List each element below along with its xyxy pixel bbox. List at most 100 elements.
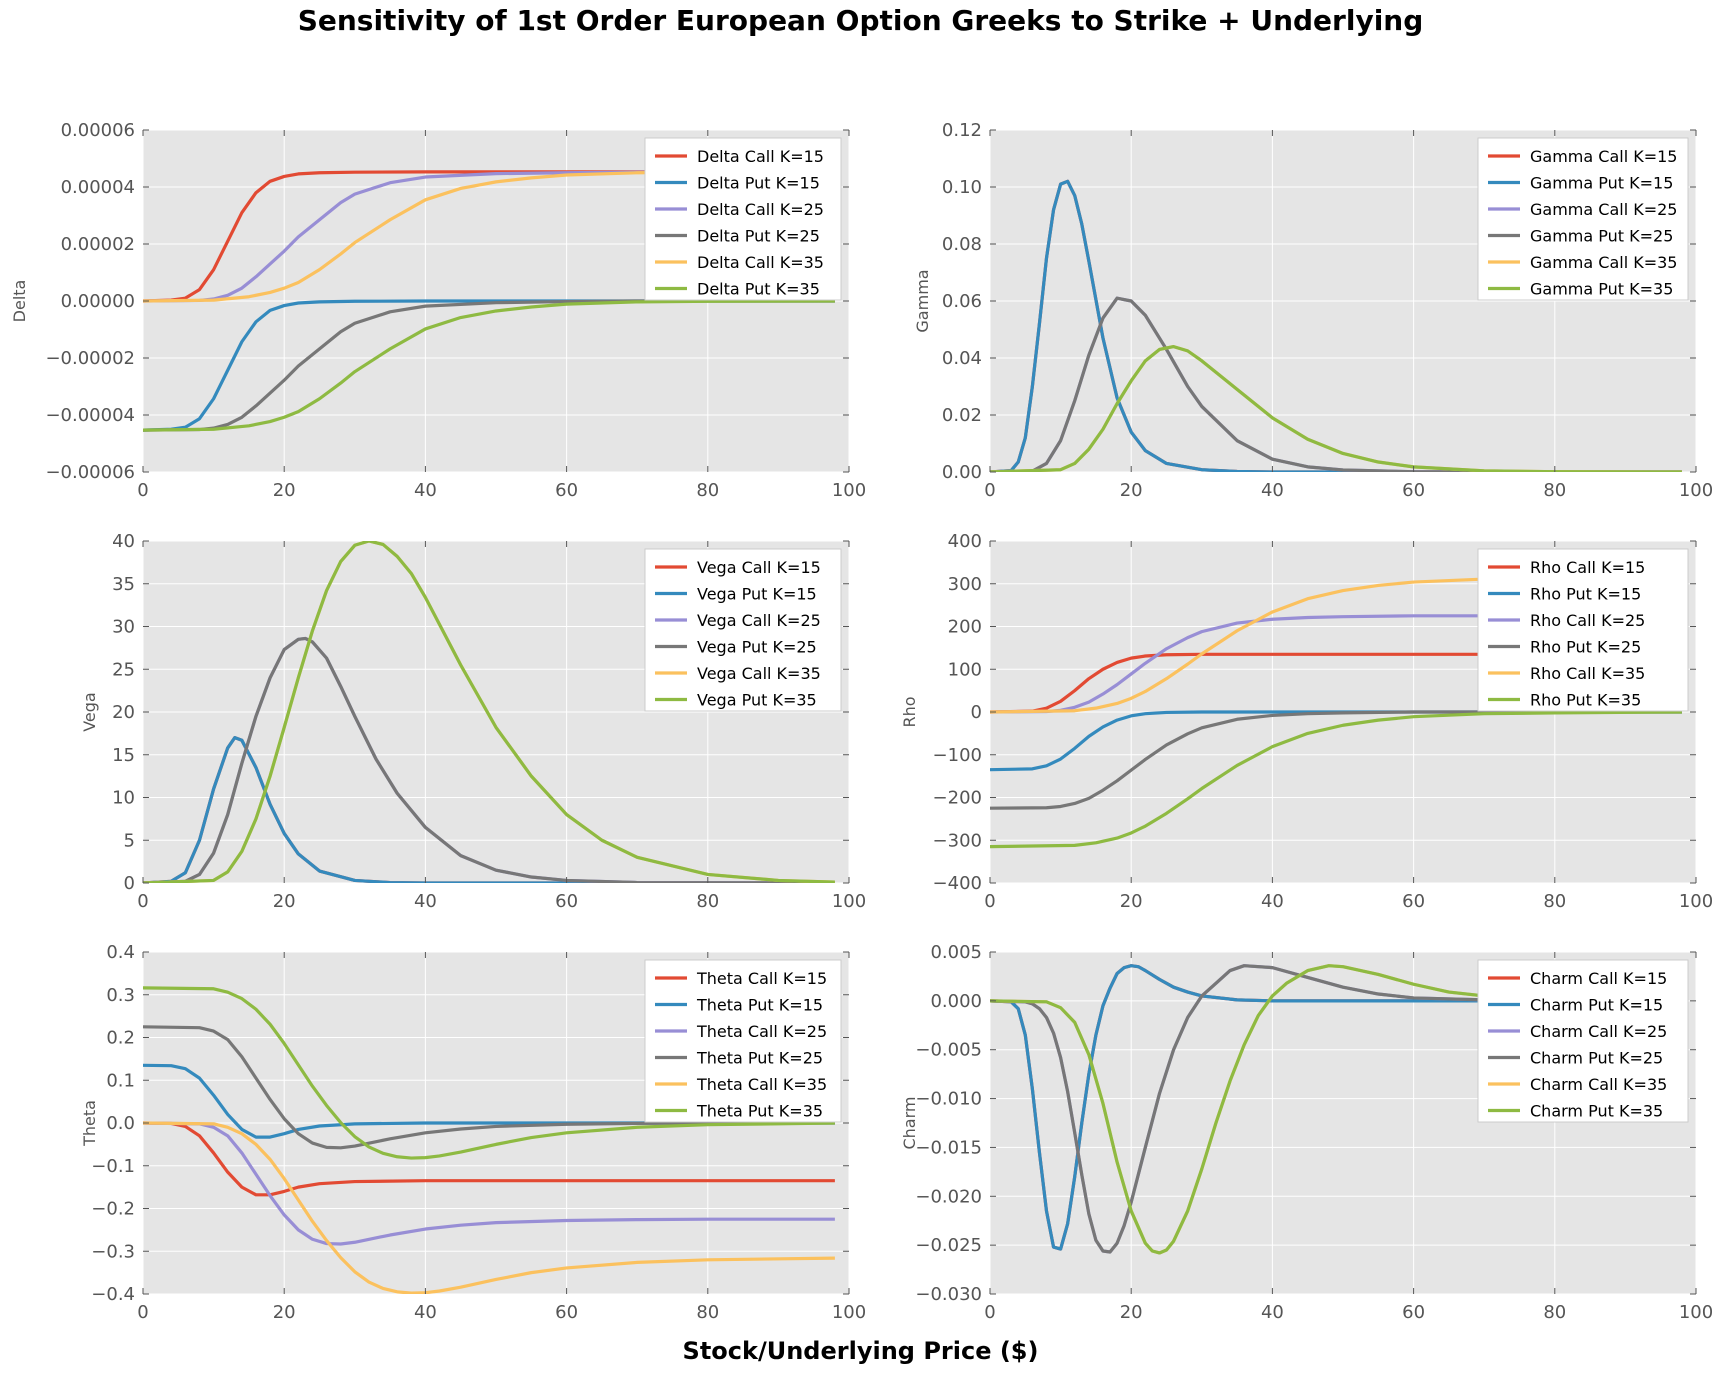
legend-label: Theta Put K=15 — [696, 996, 823, 1015]
y-tick-label: 0 — [971, 702, 982, 723]
legend-label: Rho Call K=35 — [1530, 664, 1645, 683]
y-tick-label: 25 — [112, 659, 135, 680]
legend-box — [644, 548, 842, 712]
x-tick-label: 60 — [1402, 891, 1425, 912]
y-tick-label: 200 — [948, 617, 982, 638]
series-line-gamma-put-k-35 — [990, 345, 1682, 472]
y-axis-label: Rho — [900, 696, 919, 727]
legend-label: Rho Call K=15 — [1530, 558, 1645, 577]
legend-label: Gamma Call K=35 — [1530, 253, 1677, 272]
legend-label: Charm Call K=35 — [1530, 1075, 1667, 1094]
series-line-theta-call-k-15 — [143, 1121, 835, 1197]
x-tick-label: 0 — [984, 480, 995, 501]
series-line-vega-put-k-25 — [143, 636, 835, 883]
x-tick-label: 60 — [555, 891, 578, 912]
x-tick-label: 80 — [696, 891, 719, 912]
x-tick-label: 80 — [1543, 1302, 1566, 1323]
gamma-panel: 0 20 40 60 80 100 0.00 0.02 0.04 0.06 0.08 0.10 0.12… — [913, 120, 1713, 501]
y-tick-label: 0.00004 — [61, 177, 135, 198]
x-tick-label: 0 — [137, 891, 148, 912]
legend: Gamma Call K=15 Gamma Put K=15 Gamma Call … — [1477, 137, 1689, 301]
legend-box — [1477, 137, 1689, 301]
y-tick-label: 0.06 — [942, 291, 982, 312]
x-tick-label: 100 — [1679, 480, 1713, 501]
series-line-delta-put-k-15 — [143, 299, 835, 432]
figure-title: Sensitivity of 1st Order European Option… — [297, 4, 1424, 37]
theta-panel: 0 20 40 60 80 100 −0.4 −0.3 −0.2 −0.1 0.0 0.1 0.2 0.3… — [80, 942, 866, 1323]
vega-panel: 0 20 40 60 80 100 0 5 10 15 20 25 30 35 40 Vega Vega Cal… — [80, 531, 866, 912]
y-tick-label: 0 — [124, 873, 135, 894]
figure-x-axis-label: Stock/Underlying Price ($) — [682, 1337, 1039, 1365]
y-tick-label: 0.005 — [930, 942, 982, 963]
x-tick-label: 100 — [1679, 1302, 1713, 1323]
y-tick-label: −0.00004 — [45, 405, 135, 426]
y-tick-label: 0.2 — [106, 1028, 135, 1049]
legend-box — [644, 959, 842, 1123]
y-tick-label: 0.04 — [942, 348, 982, 369]
legend: Rho Call K=15 Rho Put K=15 Rho Call K=25 Rh… — [1477, 548, 1689, 712]
x-tick-label: 20 — [273, 891, 296, 912]
y-tick-label: −0.015 — [915, 1137, 982, 1158]
series-line-delta-call-k-15 — [143, 170, 835, 303]
y-tick-label: 0.4 — [106, 942, 135, 963]
legend-label: Charm Put K=25 — [1530, 1049, 1663, 1068]
series-line-rho-call-k-15 — [990, 652, 1682, 714]
x-tick-label: 20 — [1120, 891, 1143, 912]
y-tick-label: −100 — [933, 745, 982, 766]
x-tick-label: 40 — [1261, 891, 1284, 912]
series-line-delta-put-k-35 — [143, 299, 835, 432]
y-tick-label: −0.030 — [915, 1284, 982, 1305]
series-line-rho-put-k-35 — [990, 710, 1682, 849]
y-tick-label: −0.00002 — [45, 348, 135, 369]
x-tick-label: 0 — [137, 1302, 148, 1323]
x-tick-label: 80 — [696, 480, 719, 501]
legend-label: Rho Put K=35 — [1530, 691, 1641, 710]
y-tick-label: 15 — [112, 745, 135, 766]
y-tick-label: 30 — [112, 617, 135, 638]
legend-label: Delta Put K=25 — [697, 227, 820, 246]
legend-label: Theta Call K=35 — [696, 1075, 827, 1094]
x-tick-label: 80 — [1543, 891, 1566, 912]
y-axis-label: Theta — [80, 1100, 99, 1147]
x-tick-label: 40 — [414, 480, 437, 501]
series-line-charm-put-k-15 — [990, 964, 1682, 1251]
y-tick-label: 0.00006 — [61, 120, 135, 141]
series-line-rho-call-k-35 — [990, 575, 1682, 714]
y-tick-label: 0.000 — [930, 991, 982, 1012]
legend-label: Theta Call K=25 — [696, 1022, 827, 1041]
x-tick-label: 60 — [555, 480, 578, 501]
x-tick-label: 100 — [832, 480, 866, 501]
x-tick-label: 20 — [273, 480, 296, 501]
series-line-charm-put-k-35 — [990, 964, 1682, 1255]
y-axis-label: Vega — [80, 692, 99, 732]
legend-label: Delta Put K=15 — [697, 174, 820, 193]
y-tick-label: −0.3 — [91, 1241, 135, 1262]
legend-label: Charm Put K=15 — [1530, 996, 1663, 1015]
legend: Theta Call K=15 Theta Put K=15 Theta Call … — [644, 959, 842, 1123]
legend-label: Rho Call K=25 — [1530, 611, 1645, 630]
x-tick-label: 60 — [1402, 1302, 1425, 1323]
series-line-delta-call-k-35 — [143, 170, 835, 303]
legend: Charm Call K=15 Charm Put K=15 Charm Call … — [1477, 959, 1689, 1123]
y-tick-label: 40 — [112, 531, 135, 552]
series-line-rho-put-k-25 — [990, 710, 1682, 810]
charm-panel: 0 20 40 60 80 100 −0.030 −0.025 −0.020 −0.015 −0.0… — [900, 942, 1713, 1323]
y-tick-label: 100 — [948, 659, 982, 680]
legend: Vega Call K=15 Vega Put K=15 Vega Call K=2… — [644, 548, 842, 712]
legend-label: Gamma Put K=25 — [1530, 227, 1673, 246]
legend-label: Gamma Put K=15 — [1530, 174, 1673, 193]
x-tick-label: 20 — [273, 1302, 296, 1323]
y-tick-label: −0.2 — [91, 1199, 135, 1220]
x-tick-label: 0 — [984, 891, 995, 912]
rho-panel: 0 20 40 60 80 100 −400 −300 −200 −100 0 100 200 300 40… — [900, 531, 1713, 912]
legend-label: Theta Put K=35 — [696, 1102, 823, 1121]
y-tick-label: −0.020 — [915, 1186, 982, 1207]
y-tick-label: 10 — [112, 788, 135, 809]
legend-label: Theta Put K=25 — [696, 1049, 823, 1068]
x-tick-label: 80 — [696, 1302, 719, 1323]
legend-box — [1477, 959, 1689, 1123]
y-tick-label: −0.005 — [915, 1040, 982, 1061]
x-tick-label: 60 — [555, 1302, 578, 1323]
series-line-gamma-put-k-15 — [990, 179, 1682, 472]
legend-label: Vega Put K=25 — [697, 638, 817, 657]
